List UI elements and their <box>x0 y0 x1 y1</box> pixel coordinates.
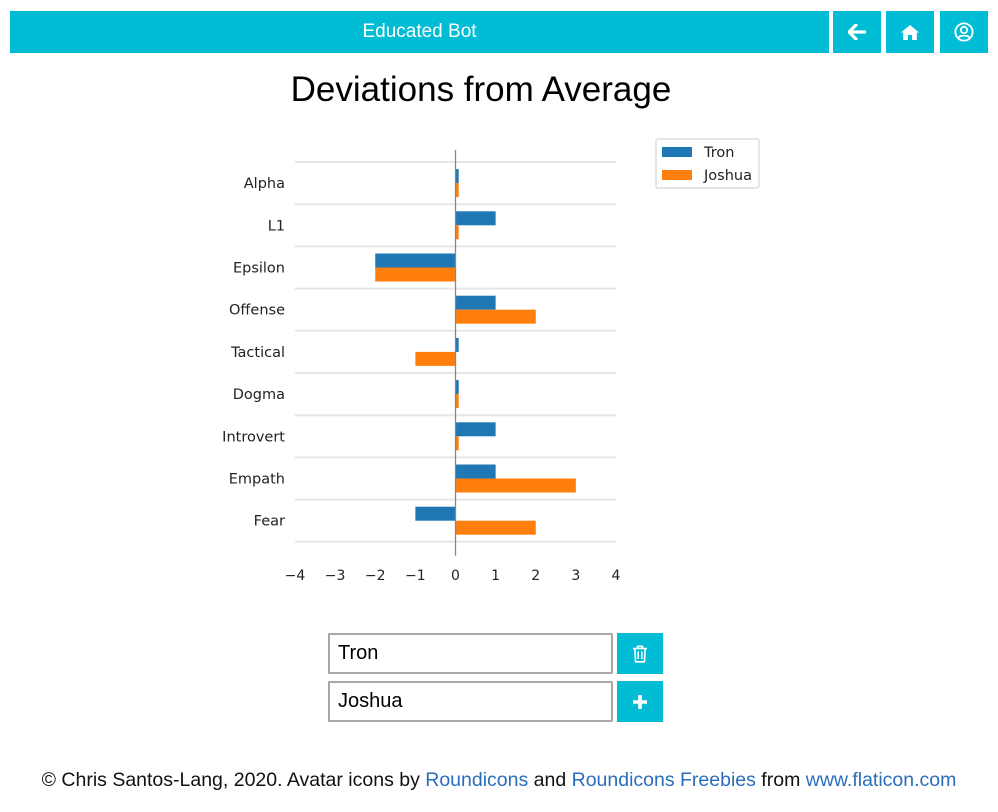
back-button[interactable] <box>833 11 881 53</box>
arrow-left-icon <box>848 24 866 40</box>
bar-joshua-introvert <box>455 436 459 451</box>
legend-swatch-tron <box>662 147 692 157</box>
bar-joshua-dogma <box>455 394 459 409</box>
bar-tron-tactical <box>455 337 459 352</box>
top-bar: Educated Bot <box>10 11 989 53</box>
bar-joshua-fear <box>455 520 536 535</box>
bar-joshua-empath <box>455 478 576 493</box>
x-tick-label: 4 <box>612 568 621 584</box>
flaticon-link[interactable]: www.flaticon.com <box>805 769 957 791</box>
legend-swatch-joshua <box>662 170 692 180</box>
bar-tron-introvert <box>455 422 496 437</box>
category-label: L1 <box>268 218 285 234</box>
bar-joshua-l1 <box>455 225 459 240</box>
x-tick-label: 0 <box>451 568 460 584</box>
trash-icon <box>633 645 647 663</box>
x-tick-label: 2 <box>531 568 540 584</box>
footer: © Chris Santos-Lang, 2020. Avatar icons … <box>0 769 998 792</box>
bar-joshua-epsilon <box>375 267 456 282</box>
x-tick-label: −1 <box>405 568 426 584</box>
bar-tron-epsilon <box>375 253 456 268</box>
avatar-name-input-2[interactable] <box>328 681 613 722</box>
app-title: Educated Bot <box>362 21 477 42</box>
roundicons-freebies-link[interactable]: Roundicons Freebies <box>571 769 756 791</box>
home-button[interactable] <box>886 11 934 53</box>
category-label: Epsilon <box>233 261 285 277</box>
add-button[interactable] <box>617 681 663 722</box>
footer-copyright: © Chris Santos-Lang, 2020. Avatar icons … <box>41 769 426 791</box>
home-icon <box>901 24 919 40</box>
page-title: Deviations from Average <box>290 70 672 109</box>
x-tick-label: −4 <box>285 568 306 584</box>
bar-tron-offense <box>455 295 496 310</box>
bar-tron-dogma <box>455 380 459 395</box>
footer-and: and <box>528 769 572 791</box>
bar-tron-alpha <box>455 169 459 184</box>
legend-label-joshua: Joshua <box>703 168 752 184</box>
category-label: Tactical <box>230 345 285 361</box>
category-label: Dogma <box>233 387 285 403</box>
bar-tron-l1 <box>455 211 496 226</box>
x-tick-label: −3 <box>325 568 346 584</box>
account-button[interactable] <box>940 11 988 53</box>
bar-tron-empath <box>455 464 496 479</box>
x-tick-label: 3 <box>571 568 580 584</box>
deviation-bar-chart: Alpha L1 Epsilon Offense Tactical Dogma Introv… <box>222 138 760 584</box>
category-label: Offense <box>229 303 285 319</box>
category-label: Introvert <box>222 429 285 445</box>
bar-joshua-tactical <box>415 351 456 366</box>
delete-button[interactable] <box>617 633 663 674</box>
category-label: Fear <box>254 514 285 530</box>
avatar-name-input-1[interactable] <box>328 633 613 674</box>
user-circle-icon <box>954 22 974 42</box>
x-tick-label: −2 <box>365 568 386 584</box>
category-label: Alpha <box>244 176 285 192</box>
bar-joshua-offense <box>455 309 536 324</box>
footer-from: from <box>755 769 806 791</box>
plus-icon <box>633 694 647 709</box>
app-title-bar: Educated Bot <box>10 11 829 53</box>
legend-label-tron: Tron <box>703 145 734 161</box>
bar-joshua-alpha <box>455 183 459 198</box>
x-tick-label: 1 <box>491 568 500 584</box>
roundicons-link[interactable]: Roundicons <box>425 769 529 791</box>
bar-tron-fear <box>415 506 456 521</box>
category-label: Empath <box>229 472 285 488</box>
